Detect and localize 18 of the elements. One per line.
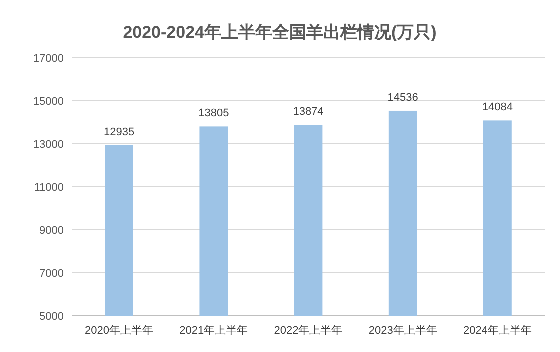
y-tick-label: 7000 <box>40 268 64 280</box>
y-tick-label: 9000 <box>40 225 64 237</box>
data-label: 13805 <box>198 108 230 120</box>
y-tick-label: 13000 <box>33 139 64 151</box>
y-tick-label: 11000 <box>34 182 64 194</box>
data-label: 12935 <box>104 126 135 138</box>
x-tick-label: 2023年上半年 <box>368 324 438 337</box>
y-tick-label: 17000 <box>33 53 64 65</box>
x-tick-label: 2020年上半年 <box>85 324 154 337</box>
data-label: 14084 <box>482 102 513 114</box>
y-tick-label: 15000 <box>33 96 64 108</box>
data-label: 13874 <box>293 106 324 118</box>
data-label: 14536 <box>388 92 418 104</box>
x-tick-label: 2021年上半年 <box>180 324 248 337</box>
x-tick-label: 2022年上半年 <box>274 324 343 337</box>
chart-title: 2020-2024年上半年全国羊出栏情况(万只) <box>123 23 437 42</box>
y-tick-label: 5000 <box>40 311 64 323</box>
x-tick-label: 2024年上半年 <box>463 324 532 337</box>
